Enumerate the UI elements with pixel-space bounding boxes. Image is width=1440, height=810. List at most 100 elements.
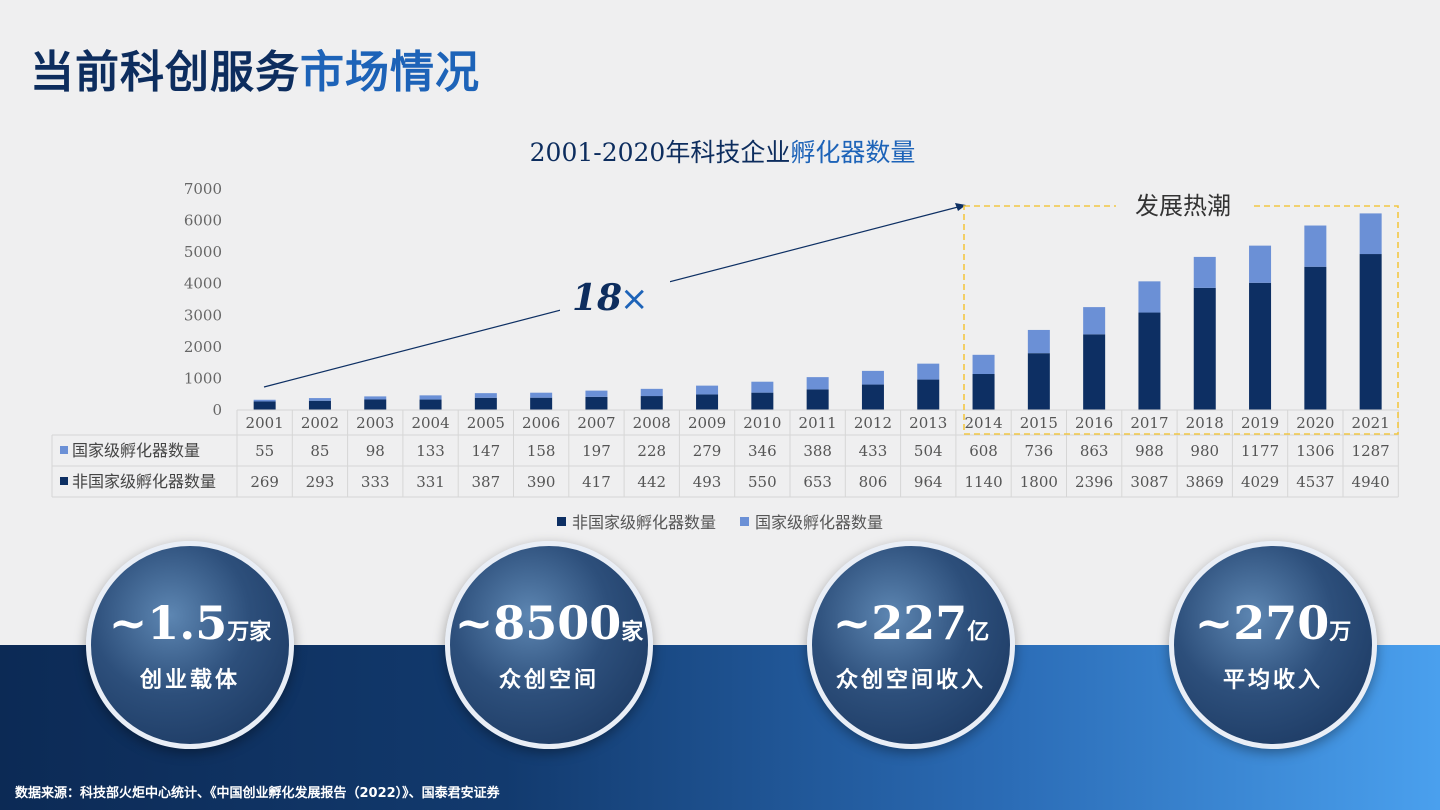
data-label: 346 [748, 442, 777, 460]
stat-circle-avg-revenue: ~270万 平均收入 [1169, 541, 1377, 749]
x-tick-label: 2004 [411, 414, 449, 432]
bar-national [640, 388, 663, 397]
data-label: 806 [859, 473, 888, 491]
bar-national [253, 399, 276, 402]
data-label: 133 [416, 442, 445, 460]
x-tick-label: 2003 [356, 414, 394, 432]
bar-national [419, 395, 442, 400]
data-label: 863 [1080, 442, 1109, 460]
stat-value: ~270万 [1174, 596, 1372, 650]
multiplier-label: 18 [572, 277, 622, 319]
data-label: 85 [310, 442, 329, 460]
legend-swatch [556, 516, 566, 526]
bar-national [1249, 245, 1272, 283]
data-label: 417 [582, 473, 611, 491]
bar-national [1359, 213, 1382, 255]
stat-unit: 万 [1329, 620, 1352, 645]
bar-non-national [1027, 353, 1050, 410]
bar-non-national [530, 397, 553, 410]
bar-non-national [1359, 254, 1382, 410]
data-label: 293 [306, 473, 335, 491]
data-label: 653 [803, 473, 832, 491]
y-tick-label: 5000 [184, 243, 222, 261]
page-title-part1: 当前科创服务 [30, 47, 300, 98]
page-title-part2: 市场情况 [300, 47, 480, 98]
y-tick-label: 3000 [184, 306, 222, 324]
bar-non-national [1138, 312, 1161, 410]
bar-non-national [972, 374, 995, 410]
multiplier-symbol: × [620, 279, 649, 319]
data-label: 4940 [1352, 473, 1390, 491]
stat-value: ~227亿 [812, 596, 1010, 650]
stat-number: ~270 [1194, 596, 1330, 650]
bar-non-national [806, 389, 829, 410]
footnote: 数据来源：科技部火炬中心统计、《中国创业孵化发展报告（2022）》、国泰君安证券 [15, 786, 500, 801]
bar-national [474, 393, 497, 398]
bar-non-national [364, 399, 387, 410]
data-table: 2001 2002 2003 2004 2005 2006 2007 2008 2009 2010… [51, 409, 1399, 498]
stat-label: 平均收入 [1222, 668, 1323, 693]
highlight-box [963, 205, 1399, 435]
data-label: 964 [914, 473, 943, 491]
bar-non-national [640, 396, 663, 410]
data-label: 4537 [1296, 473, 1334, 491]
y-tick-label: 6000 [184, 212, 222, 230]
data-label: 333 [361, 473, 390, 491]
data-label: 1800 [1020, 473, 1058, 491]
y-tick-label: 7000 [184, 180, 222, 198]
x-tick-label: 2002 [301, 414, 339, 432]
x-tick-label: 2006 [522, 414, 560, 432]
x-tick-label: 2007 [577, 414, 615, 432]
x-tick-label: 2019 [1241, 414, 1279, 432]
multiplier-bg [560, 270, 670, 320]
data-label: 550 [748, 473, 777, 491]
y-tick-label: 0 [212, 401, 222, 419]
stat-number: ~8500 [454, 596, 622, 650]
x-tick-label: 2012 [854, 414, 892, 432]
table-row-swatch [60, 446, 68, 454]
legend-item: 非国家级孵化器数量 [556, 509, 716, 533]
annotations: 18× 发展热潮 [263, 190, 1399, 435]
legend-swatch [740, 516, 749, 526]
data-label: 3087 [1130, 473, 1168, 491]
data-label: 98 [366, 442, 385, 460]
x-tick-label: 2020 [1296, 414, 1334, 432]
data-label: 3869 [1186, 473, 1224, 491]
data-label: 988 [1135, 442, 1164, 460]
bar-national [1304, 225, 1327, 267]
data-label: 228 [637, 442, 666, 460]
bar-national [364, 396, 387, 400]
data-label: 279 [693, 442, 722, 460]
x-tick-label: 2017 [1130, 414, 1168, 432]
x-tick-label: 2009 [688, 414, 726, 432]
data-label: 158 [527, 442, 556, 460]
x-tick-label: 2001 [246, 414, 284, 432]
legend-label: 非国家级孵化器数量 [571, 513, 716, 532]
x-tick-label: 2021 [1352, 414, 1390, 432]
bar-national [1027, 329, 1050, 354]
data-label: 1177 [1241, 442, 1279, 460]
data-label: 1306 [1296, 442, 1334, 460]
table-row-label: 国家级孵化器数量 [72, 441, 200, 460]
data-label: 4029 [1241, 473, 1279, 491]
stat-value: ~8500家 [450, 596, 648, 650]
stat-circle-carriers: ~1.5万家 创业载体 [86, 541, 294, 749]
bar-national [917, 363, 940, 380]
stat-label: 众创空间收入 [835, 668, 986, 693]
stat-value: ~1.5万家 [91, 596, 289, 650]
data-label: 390 [527, 473, 556, 491]
bar-national [806, 377, 829, 390]
data-label: 2396 [1075, 473, 1113, 491]
bars-group [253, 213, 1382, 410]
data-label: 147 [472, 442, 501, 460]
x-tick-label: 2015 [1020, 414, 1058, 432]
legend-item: 国家级孵化器数量 [740, 509, 883, 533]
growth-arrow-head [955, 203, 966, 211]
data-label: 1140 [964, 473, 1002, 491]
chart-title-part2: 孵化器数量 [790, 138, 916, 167]
x-tick-label: 2005 [467, 414, 505, 432]
bar-national [308, 398, 331, 401]
bar-national [861, 370, 884, 385]
chart-title-part1: 2001-2020年科技企业 [529, 138, 791, 167]
